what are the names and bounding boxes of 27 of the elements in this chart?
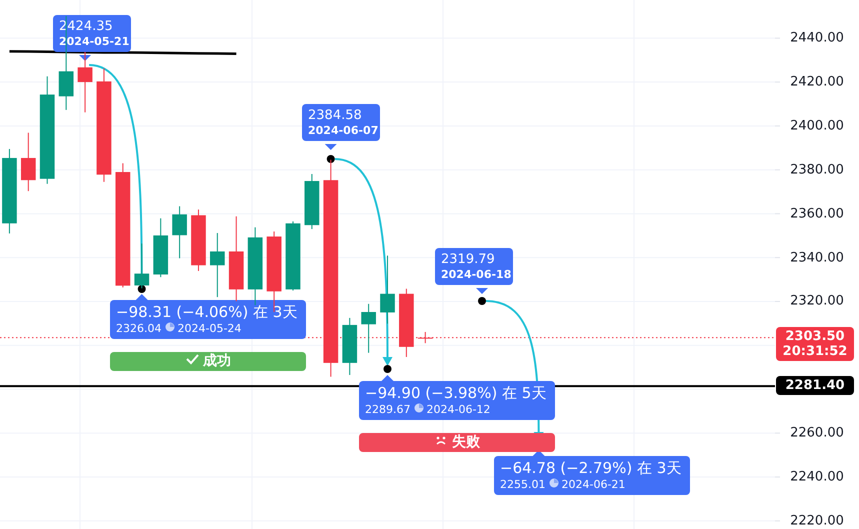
annotation: −64.78 (−2.79%) 在 3天 xyxy=(500,459,682,478)
annotation: 2319.79 xyxy=(441,251,496,268)
y-tick-label: 2240.00 xyxy=(790,469,844,484)
y-tick-label: 2320.00 xyxy=(790,294,844,309)
ref-line-label: 2281.40 xyxy=(776,376,854,396)
annotation: 2326.04 xyxy=(116,322,162,335)
y-tick-label: 2380.00 xyxy=(790,162,844,178)
y-tick-label: 2340.00 xyxy=(790,250,844,266)
y-tick-label: 2260.00 xyxy=(790,426,844,441)
annotation: 2024-06-18 xyxy=(441,268,512,282)
annotation: 2024-06-21 xyxy=(562,478,626,491)
annotation: 2289.67 xyxy=(365,403,410,416)
annotation: 2024-06-12 xyxy=(426,403,490,416)
annotation: −94.90 (−3.98%) 在 5天 xyxy=(365,384,548,403)
annotation: 2384.58 xyxy=(308,107,363,124)
y-tick-label: 2440.00 xyxy=(790,30,844,46)
annotation: −98.31 (−4.06%) 在 3天 xyxy=(116,303,298,322)
annotation: 2024-06-07 xyxy=(308,124,378,138)
y-tick-label: 2400.00 xyxy=(790,118,844,134)
annotation: 2024-05-24 xyxy=(178,322,242,335)
y-tick-label: 2360.00 xyxy=(790,206,844,222)
annotation: 2255.01 xyxy=(500,478,546,491)
ref-line-label: 2303.50 20:31:52 xyxy=(776,326,854,361)
y-tick-label: 2420.00 xyxy=(790,74,844,90)
annotation: 失败 xyxy=(452,434,480,450)
annotation: 成功 xyxy=(203,353,231,369)
y-tick-label: 2220.00 xyxy=(790,513,844,528)
